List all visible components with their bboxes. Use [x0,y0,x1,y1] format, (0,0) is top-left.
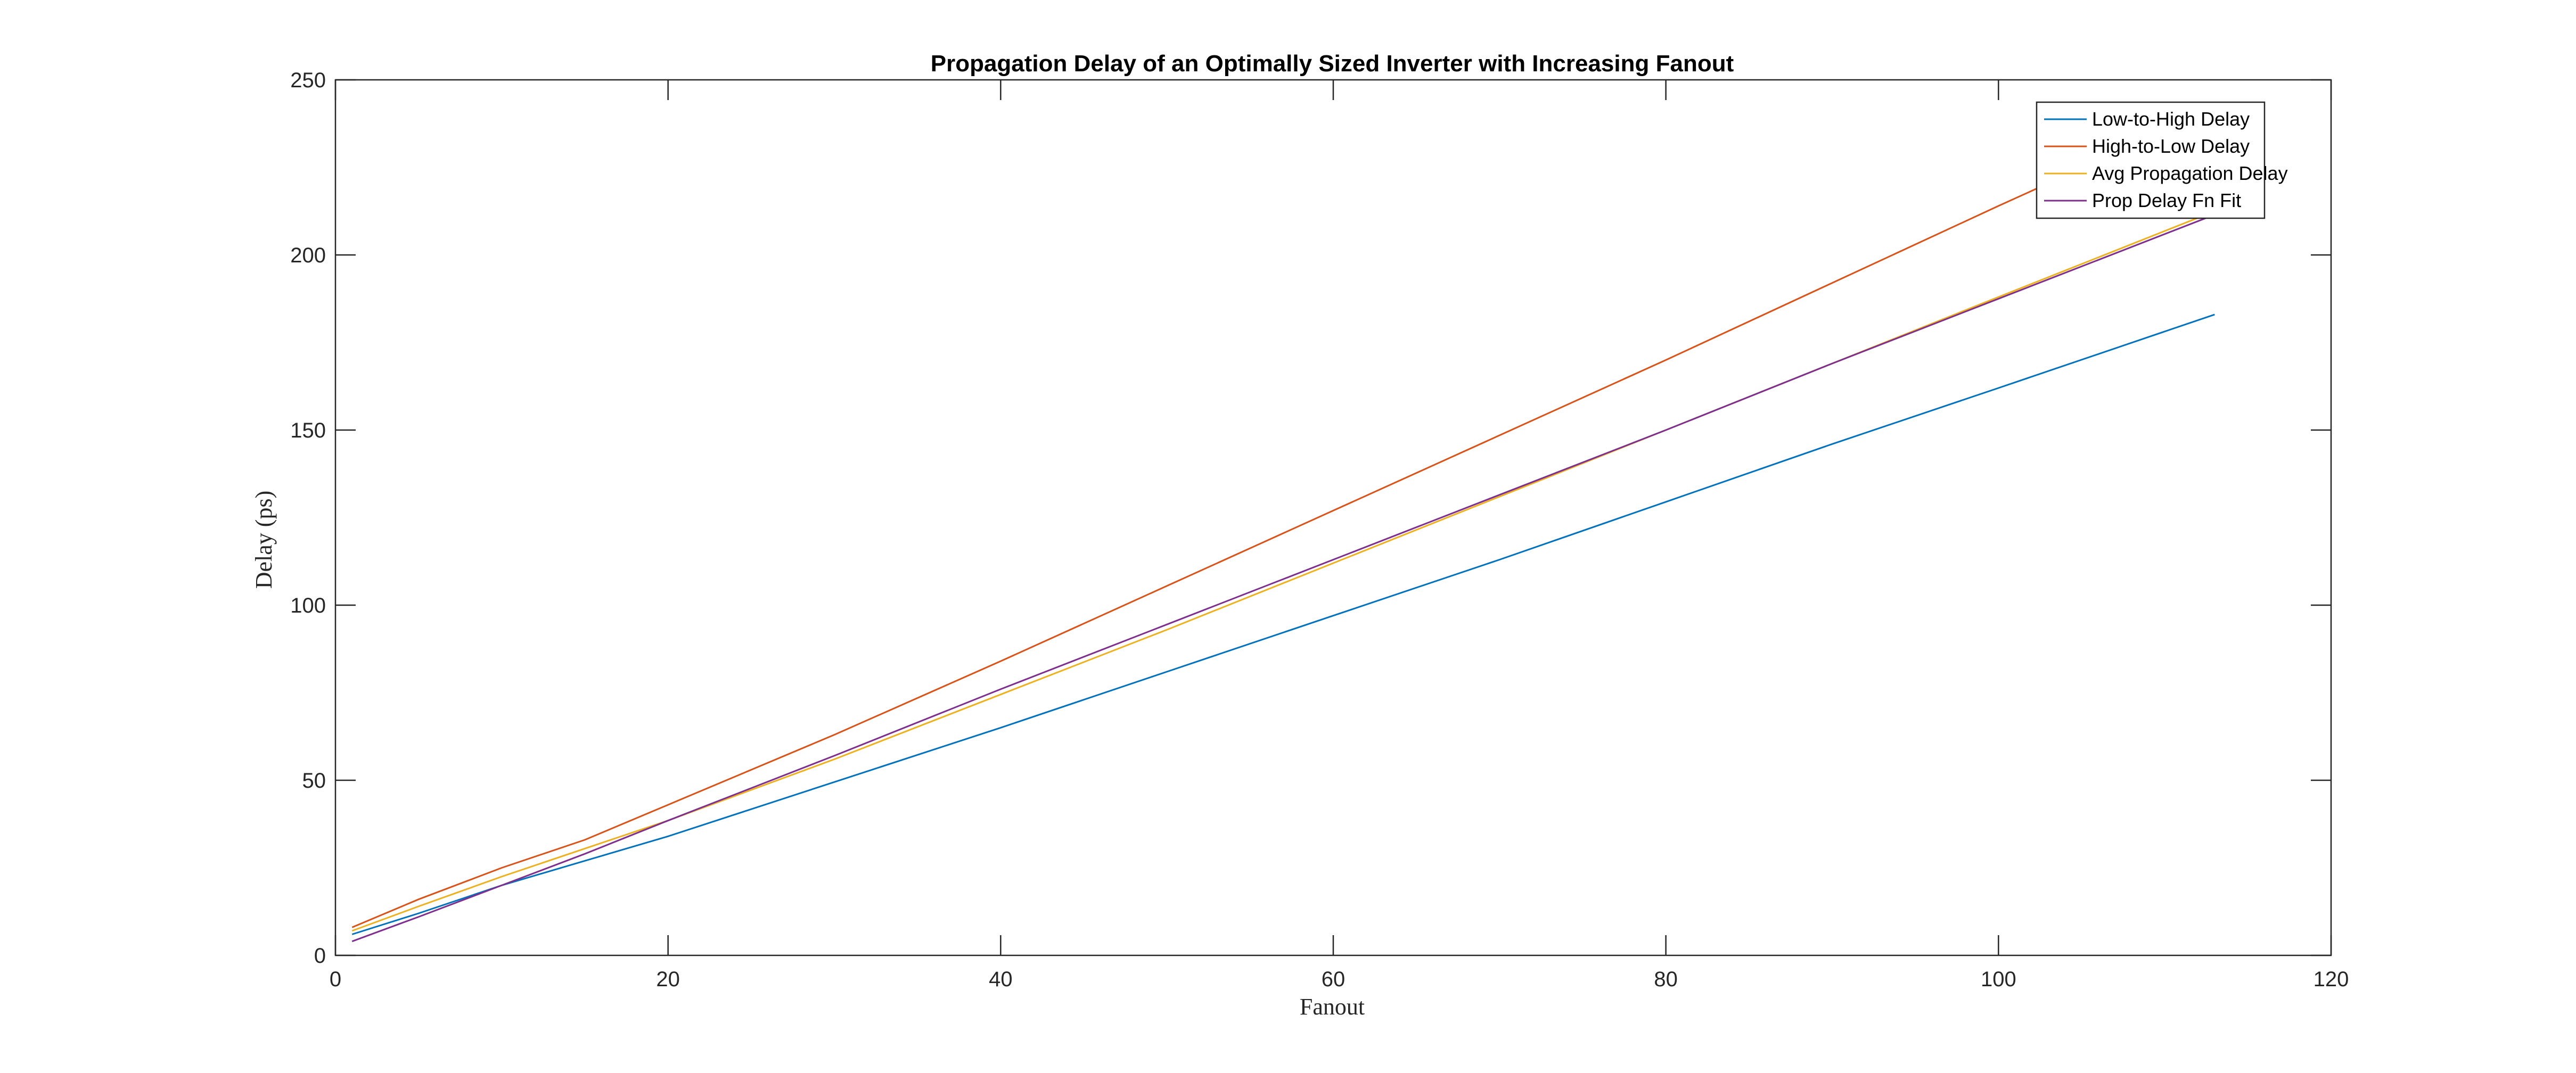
series-line-2 [351,107,2216,928]
legend-entry-label: High-to-Low Delay [2092,135,2250,157]
legend-entry-label: Prop Delay Fn Fit [2092,189,2241,211]
plot-area: 0 20 40 60 80 100 120 0 50 100 150 200 250 [290,69,2349,991]
legend-entry-label: Avg Propagation Delay [2092,162,2288,184]
y-tick-label: 150 [290,419,326,442]
series-line-3 [351,210,2215,932]
legend-entry-label: Low-to-High Delay [2092,108,2250,130]
y-tick-label: 200 [290,244,326,267]
x-tick-label: 0 [330,968,341,991]
series-line-1 [351,313,2215,935]
x-axis-label: Fanout [1300,994,1365,1020]
axes-box [334,79,2332,956]
y-tick-label: 100 [290,594,326,617]
series-line-4 [351,213,2215,943]
chart-title: Propagation Delay of an Optimally Sized … [931,51,1734,77]
y-tick-label: 250 [290,69,326,92]
x-tick-label: 80 [1654,968,1678,991]
x-tick-label: 20 [656,968,680,991]
legend-box [2036,101,2266,219]
x-tick-label: 100 [1981,968,2016,991]
x-tick-label: 40 [989,968,1013,991]
legend: Low-to-High Delay High-to-Low Delay Avg Pr… [2036,101,2288,219]
y-axis-label: Delay (ps) [251,491,277,589]
y-tick-label: 50 [302,769,326,793]
x-tick-label: 120 [2314,968,2349,991]
y-tick-label: 0 [314,944,326,968]
x-tick-label: 60 [1322,968,1346,991]
